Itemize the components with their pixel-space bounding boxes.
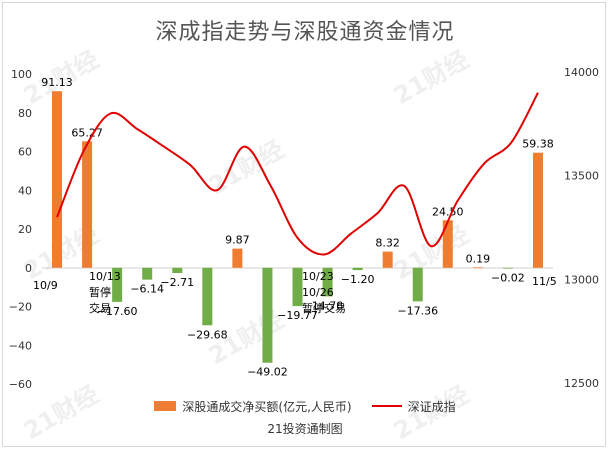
line-series (56, 92, 539, 256)
chart-title: 深成指走势与深股通资金情况 (155, 20, 455, 45)
bar (472, 267, 483, 269)
right-axis-tick-label: 14000 (564, 66, 599, 79)
bar-data-label: 59.38 (522, 138, 554, 151)
bar-data-label: −49.02 (247, 366, 288, 379)
right-axis-tick-label: 13000 (564, 273, 599, 286)
annotations: 10/9 10/13 暂停 交易 10/23 10/26 暂停交易 11/5 (33, 270, 557, 315)
left-axis-tick-label: −40 (9, 339, 32, 352)
annotation-date: 10/26 (302, 286, 334, 299)
legend-bar-label: 深股通成交净买额(亿元,人民币) (182, 399, 352, 414)
legend-bar-swatch (154, 401, 177, 411)
annotation-date: 10/23 (302, 270, 334, 283)
watermark-text: 21财经 (389, 45, 473, 110)
chart-frame (2, 2, 606, 447)
source-note: 21投资通制图 (267, 422, 343, 436)
bar-data-labels: 91.13 65.27 −17.60 −6.14−2.71 −29.68 9.87 −49.… (41, 76, 553, 379)
left-axis: 100 80 60 40 20 0 −20 −40 −60 (9, 68, 32, 391)
bar (172, 267, 183, 274)
left-axis-tick-label: 100 (11, 68, 32, 81)
bar-data-label: −0.02 (491, 272, 525, 285)
left-axis-tick-label: 40 (18, 184, 32, 197)
legend-item-line: 深证成指 (371, 398, 456, 415)
legend-line-swatch (371, 405, 402, 407)
bar (292, 267, 303, 307)
annotation-date-start: 10/9 (33, 279, 58, 292)
bar-data-label: 0.19 (466, 252, 491, 265)
bar (262, 267, 273, 363)
left-axis-tick-label: −20 (9, 301, 32, 314)
legend-line-label: 深证成指 (407, 399, 456, 414)
bar (502, 267, 513, 269)
bar (142, 267, 153, 280)
bar (82, 141, 93, 268)
right-axis-tick-label: 13500 (564, 170, 599, 183)
left-axis-tick-label: 20 (18, 223, 32, 236)
bar (52, 91, 63, 268)
right-axis: 14000 13500 13000 12500 (564, 66, 599, 390)
bar (322, 267, 333, 297)
bar-data-label: −19.77 (277, 309, 318, 322)
bar-series (52, 91, 543, 363)
bar (412, 267, 423, 302)
bar (382, 251, 393, 268)
bar (352, 267, 363, 271)
bar-data-label: 65.27 (71, 126, 103, 139)
bar-data-label: −2.71 (160, 276, 194, 289)
bar (202, 267, 213, 326)
legend: 深股通成交净买额(亿元,人民币) 深证成指 (0, 395, 610, 417)
left-axis-tick-label: 60 (18, 146, 32, 159)
legend-item-bars: 深股通成交净买额(亿元,人民币) (154, 398, 352, 415)
bar-data-label: 14.78 (312, 299, 344, 312)
annotation-date: 10/13 (89, 270, 121, 283)
annotation-suspended-trading: 暂停交易 (302, 301, 346, 315)
annotation-date-end: 11/5 (532, 275, 557, 288)
bar-data-label: −6.14 (130, 283, 164, 296)
bar-data-label: −17.36 (397, 304, 438, 317)
bar-data-label: −17.60 (97, 305, 138, 318)
bar-data-label: −29.68 (187, 328, 228, 341)
bar (532, 152, 543, 268)
annotation-trading: 交易 (89, 301, 111, 315)
bar (112, 267, 123, 302)
bar-data-label: 9.87 (225, 234, 250, 247)
index-line (56, 92, 539, 256)
left-axis-tick-label: −60 (9, 378, 32, 391)
bar-data-label: 8.32 (375, 237, 400, 250)
left-axis-tick-label: 80 (18, 107, 32, 120)
bar-data-label: −1.20 (341, 273, 375, 286)
watermark-text: 21财经 (389, 220, 473, 285)
bar (232, 248, 243, 268)
bar-data-label: 91.13 (41, 76, 73, 89)
annotation-suspended: 暂停 (89, 285, 111, 299)
left-axis-tick-label: 0 (25, 262, 32, 275)
bar (442, 220, 453, 268)
bar-data-label: 24.50 (432, 205, 464, 218)
right-axis-tick-label: 12500 (564, 377, 599, 390)
